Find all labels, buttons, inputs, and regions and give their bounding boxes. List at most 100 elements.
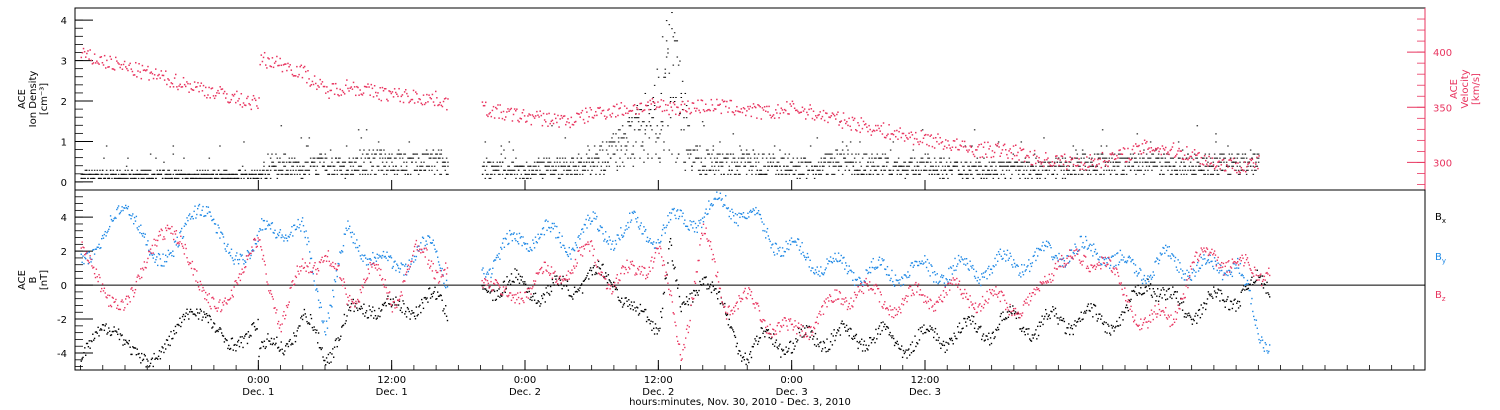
velocity-point bbox=[559, 118, 561, 120]
density-point bbox=[175, 177, 177, 179]
velocity-point bbox=[493, 117, 496, 119]
density-point bbox=[1015, 169, 1017, 171]
density-point bbox=[1063, 169, 1065, 171]
velocity-point bbox=[1188, 157, 1190, 159]
b-point bbox=[96, 332, 98, 334]
velocity-point bbox=[742, 106, 745, 109]
density-point bbox=[664, 76, 667, 78]
density-point bbox=[893, 165, 896, 167]
density-point bbox=[935, 165, 937, 167]
velocity-point bbox=[1238, 170, 1240, 173]
velocity-point bbox=[380, 99, 383, 102]
velocity-point bbox=[412, 89, 415, 92]
density-point bbox=[896, 173, 899, 175]
velocity-point bbox=[872, 129, 875, 132]
b-point bbox=[215, 330, 218, 332]
b-point bbox=[929, 325, 931, 327]
b-point bbox=[1130, 298, 1132, 301]
density-point bbox=[165, 177, 168, 179]
density-point bbox=[93, 173, 96, 175]
density-point bbox=[1240, 157, 1243, 159]
density-point bbox=[359, 173, 361, 175]
b-point bbox=[1048, 314, 1050, 316]
b-point bbox=[865, 344, 867, 346]
velocity-point bbox=[560, 114, 563, 117]
b-axis-label: [nT] bbox=[39, 270, 50, 290]
density-point bbox=[1169, 173, 1172, 175]
velocity-point bbox=[302, 66, 305, 69]
b-point bbox=[1029, 339, 1032, 342]
velocity-point bbox=[390, 92, 393, 95]
b-point bbox=[586, 275, 588, 277]
b-point bbox=[1008, 310, 1010, 313]
b-point bbox=[162, 347, 164, 349]
density-point bbox=[960, 173, 963, 175]
velocity-point bbox=[797, 110, 799, 113]
velocity-point bbox=[1069, 156, 1071, 158]
density-point bbox=[869, 173, 872, 175]
density-point bbox=[1089, 173, 1092, 175]
b-point bbox=[713, 289, 715, 291]
b-point bbox=[972, 320, 974, 323]
density-point bbox=[592, 165, 595, 167]
b-point bbox=[242, 346, 244, 349]
velocity-point bbox=[599, 106, 601, 109]
density-point bbox=[340, 173, 343, 175]
density-point bbox=[519, 177, 521, 179]
density-point bbox=[696, 149, 699, 151]
density-point bbox=[809, 161, 812, 163]
b-point bbox=[1112, 325, 1114, 328]
density-point bbox=[628, 117, 631, 119]
density-point bbox=[857, 153, 860, 155]
b-point bbox=[660, 310, 662, 313]
density-point bbox=[605, 141, 608, 143]
velocity-point bbox=[712, 109, 715, 112]
density-point bbox=[717, 153, 720, 155]
density-point bbox=[275, 153, 277, 155]
density-point bbox=[876, 153, 879, 155]
density-point bbox=[821, 165, 824, 167]
b-point bbox=[520, 279, 522, 281]
density-point bbox=[1252, 173, 1255, 175]
density-point bbox=[400, 153, 403, 155]
density-point bbox=[356, 157, 359, 159]
velocity-point bbox=[1165, 146, 1167, 149]
b-point bbox=[293, 335, 296, 337]
b-point bbox=[552, 282, 554, 284]
b-point bbox=[414, 318, 417, 320]
velocity-point bbox=[162, 74, 165, 77]
b-point bbox=[876, 338, 878, 340]
density-point bbox=[1121, 157, 1124, 159]
density-point bbox=[965, 173, 968, 175]
density-point bbox=[295, 169, 297, 171]
velocity-point bbox=[1230, 159, 1233, 162]
b-point bbox=[846, 330, 849, 332]
velocity-point bbox=[621, 113, 624, 116]
density-point bbox=[575, 173, 577, 175]
b-point bbox=[788, 347, 790, 350]
density-point bbox=[629, 157, 632, 159]
velocity-point bbox=[881, 133, 884, 135]
velocity-point bbox=[1071, 158, 1074, 160]
velocity-point bbox=[1141, 143, 1144, 145]
density-point bbox=[261, 169, 264, 171]
density-point bbox=[1145, 153, 1148, 155]
b-point bbox=[961, 327, 963, 330]
velocity-point bbox=[556, 121, 558, 124]
density-point bbox=[328, 165, 331, 167]
b-point bbox=[1160, 289, 1162, 291]
b-point bbox=[669, 241, 671, 243]
density-point bbox=[951, 173, 953, 175]
density-point bbox=[187, 173, 189, 175]
b-point bbox=[543, 294, 546, 296]
density-point bbox=[1093, 153, 1096, 155]
density-point bbox=[1245, 169, 1248, 171]
density-point bbox=[1133, 161, 1136, 163]
b-point bbox=[618, 299, 620, 302]
density-point bbox=[673, 40, 676, 42]
velocity-point bbox=[1119, 149, 1121, 151]
b-point bbox=[973, 315, 975, 318]
b-point bbox=[500, 294, 502, 296]
density-point bbox=[507, 165, 509, 167]
